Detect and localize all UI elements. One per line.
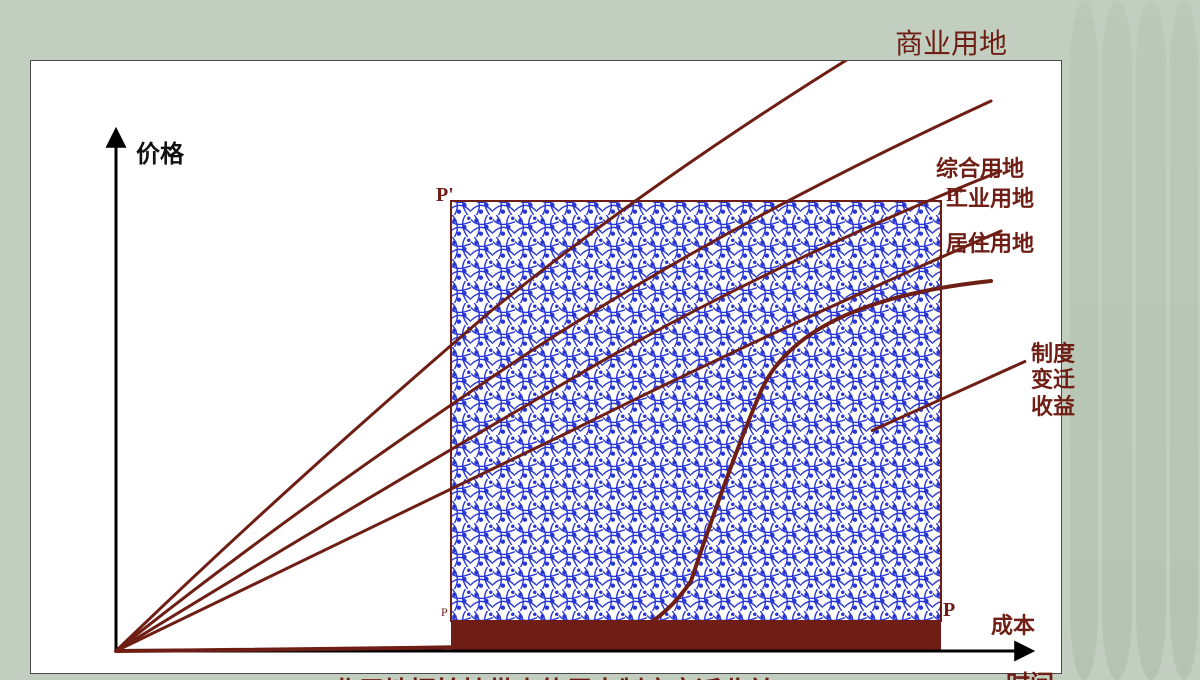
point-label-p-prime-left: P'	[436, 184, 454, 206]
label-industrial-land: 工业用地	[946, 186, 1034, 212]
label-residential-land: 居住用地	[946, 231, 1034, 257]
x-axis-label: 时间	[1006, 671, 1054, 680]
background-decoration	[1060, 0, 1200, 680]
chart-caption: 工业用地招拍挂带来的巨大制度变迁收益	[306, 676, 774, 680]
label-institutional-benefit: 制度变迁收益	[1031, 341, 1075, 420]
slide-root: P' P' P P 价格 时间 综合用地 工业用地 居住用地 制度变迁收益 成本…	[0, 0, 1200, 680]
pattern-region-rect	[451, 201, 941, 621]
label-cost: 成本	[991, 613, 1035, 639]
y-axis-label: 价格	[136, 141, 184, 170]
point-label-p-right: P	[943, 599, 955, 621]
label-commercial-land: 商业用地	[895, 28, 1007, 62]
chart-svg: P' P' P P	[31, 61, 1061, 673]
point-label-p-left: P	[441, 605, 448, 619]
label-mixed-land: 综合用地	[936, 156, 1024, 182]
chart-card: P' P' P P 价格 时间 综合用地 工业用地 居住用地 制度变迁收益 成本…	[30, 60, 1062, 674]
